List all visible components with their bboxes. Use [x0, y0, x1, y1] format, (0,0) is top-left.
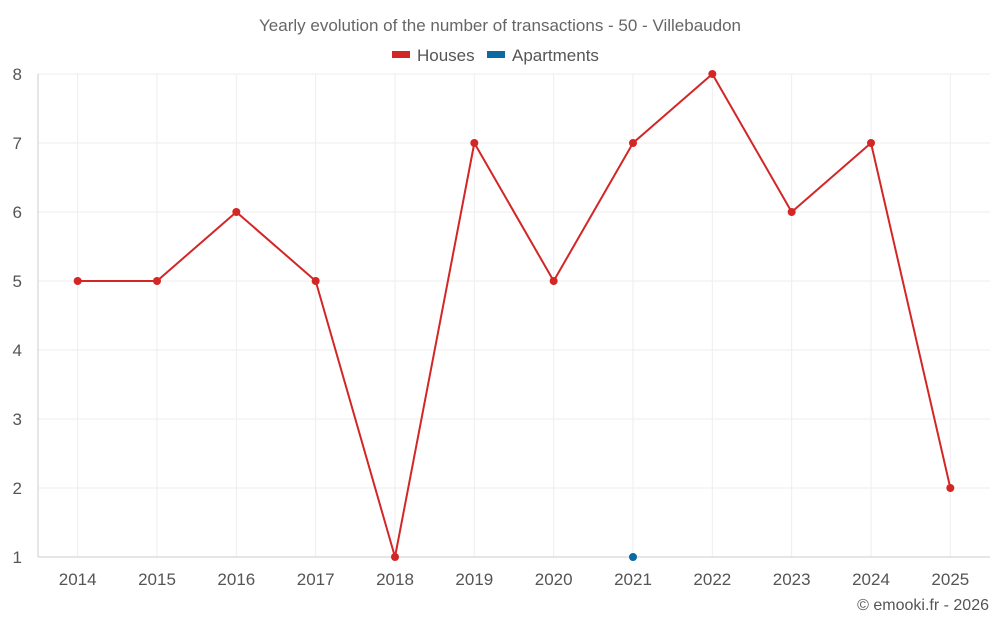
x-tick-label: 2023 [773, 570, 811, 589]
x-tick-label: 2020 [535, 570, 573, 589]
y-tick-label: 6 [13, 203, 22, 222]
data-point-houses [867, 139, 875, 147]
data-point-houses [232, 208, 241, 216]
data-point-houses [629, 139, 637, 147]
x-tick-label: 2025 [931, 570, 969, 589]
y-tick-label: 4 [13, 341, 22, 360]
x-axis: 2014 2015 2016 2017 2018 2019 2020 2021 2022 2023… [59, 570, 969, 589]
legend-swatch-houses [392, 51, 410, 58]
y-tick-label: 2 [13, 479, 22, 498]
x-tick-label: 2022 [693, 570, 731, 589]
data-point-houses [311, 277, 320, 285]
series-line-houses [77, 73, 952, 558]
data-point-apartments [629, 553, 637, 561]
legend-label-houses: Houses [417, 46, 475, 65]
x-tick-label: 2021 [614, 570, 652, 589]
data-point-houses [470, 139, 479, 147]
data-point-houses [946, 484, 955, 492]
legend-label-apartments: Apartments [512, 46, 599, 65]
legend: Houses Apartments [392, 46, 599, 65]
x-tick-label: 2019 [455, 570, 493, 589]
x-tick-label: 2017 [297, 570, 335, 589]
legend-swatch-apartments [487, 51, 505, 58]
x-tick-label: 2015 [138, 570, 176, 589]
credit-text: © emooki.fr - 2026 [857, 597, 989, 614]
y-axis: 1 2 3 4 5 6 7 8 [13, 65, 22, 567]
x-tick-label: 2024 [852, 570, 890, 589]
x-tick-label: 2018 [376, 570, 414, 589]
grid [37, 73, 990, 558]
data-point-houses [73, 277, 82, 285]
data-point-houses [708, 70, 717, 78]
chart-title: Yearly evolution of the number of transa… [259, 16, 741, 35]
x-tick-label: 2016 [217, 570, 255, 589]
y-tick-label: 3 [13, 410, 22, 429]
data-point-houses [153, 277, 161, 285]
y-tick-label: 7 [13, 134, 22, 153]
x-tick-label: 2014 [59, 570, 97, 589]
data-point-houses [549, 277, 558, 285]
y-tick-label: 1 [13, 548, 22, 567]
series-group [73, 70, 955, 561]
data-point-houses [391, 553, 399, 561]
y-tick-label: 5 [13, 272, 22, 291]
y-tick-label: 8 [13, 65, 22, 84]
data-point-houses [787, 208, 796, 216]
